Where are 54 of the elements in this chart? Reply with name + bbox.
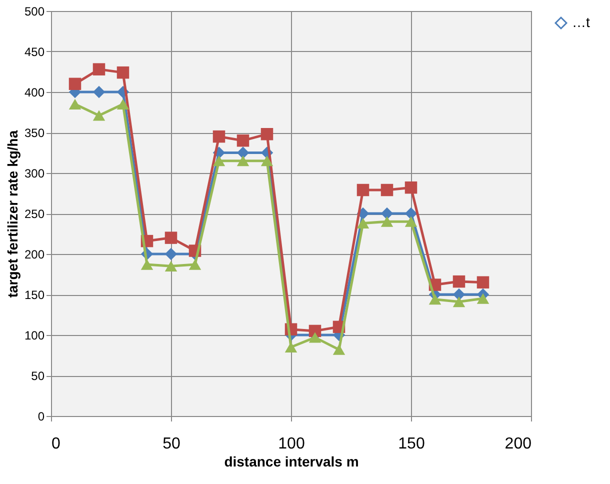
point [476,276,490,288]
point [92,63,106,76]
x-tick-label: 50 [162,436,180,452]
x-tick-label: 150 [398,436,425,452]
point [380,184,394,196]
point [68,98,82,110]
point [476,293,490,304]
y-tick-label: 300 [24,166,45,180]
point [140,259,154,270]
point [212,156,226,166]
x-tick-label: 200 [504,436,532,452]
point [452,296,466,308]
y-tick-label: 50 [31,369,45,383]
x-axis-title: distance intervals m [224,454,359,470]
point [116,98,130,110]
point [92,86,106,98]
point [308,332,322,343]
point [212,130,226,143]
y-tick-label: 500 [24,4,45,18]
point [236,146,250,159]
point [404,216,418,227]
point [284,342,298,352]
y-tick-label: 150 [24,288,45,302]
x-tick-label: 0 [52,436,60,452]
y-axis-title: target fertilizer rate kg/ha [4,130,20,298]
point [68,78,82,90]
point [260,156,274,166]
point [380,216,394,227]
point [332,344,346,355]
point [260,128,274,140]
point [164,260,178,272]
point [164,232,178,244]
point [356,184,370,196]
y-tick-label: 100 [24,328,45,342]
point [380,207,394,220]
point [404,181,418,194]
y-tick-label: 200 [24,248,45,262]
point [356,218,370,229]
y-tick-label: 350 [24,126,45,140]
point [236,156,250,166]
point [92,110,106,121]
legend-label: …t [572,14,590,30]
point [164,248,178,260]
point [188,259,202,270]
y-tick-label: 250 [24,207,45,221]
point [428,294,442,305]
x-tick-label: 100 [278,436,305,452]
point [116,66,130,79]
point [404,207,418,220]
y-tick-label: 450 [24,45,45,59]
y-tick-label: 0 [38,410,45,424]
point [452,275,466,288]
y-tick-label: 400 [24,86,45,100]
point [236,134,250,147]
